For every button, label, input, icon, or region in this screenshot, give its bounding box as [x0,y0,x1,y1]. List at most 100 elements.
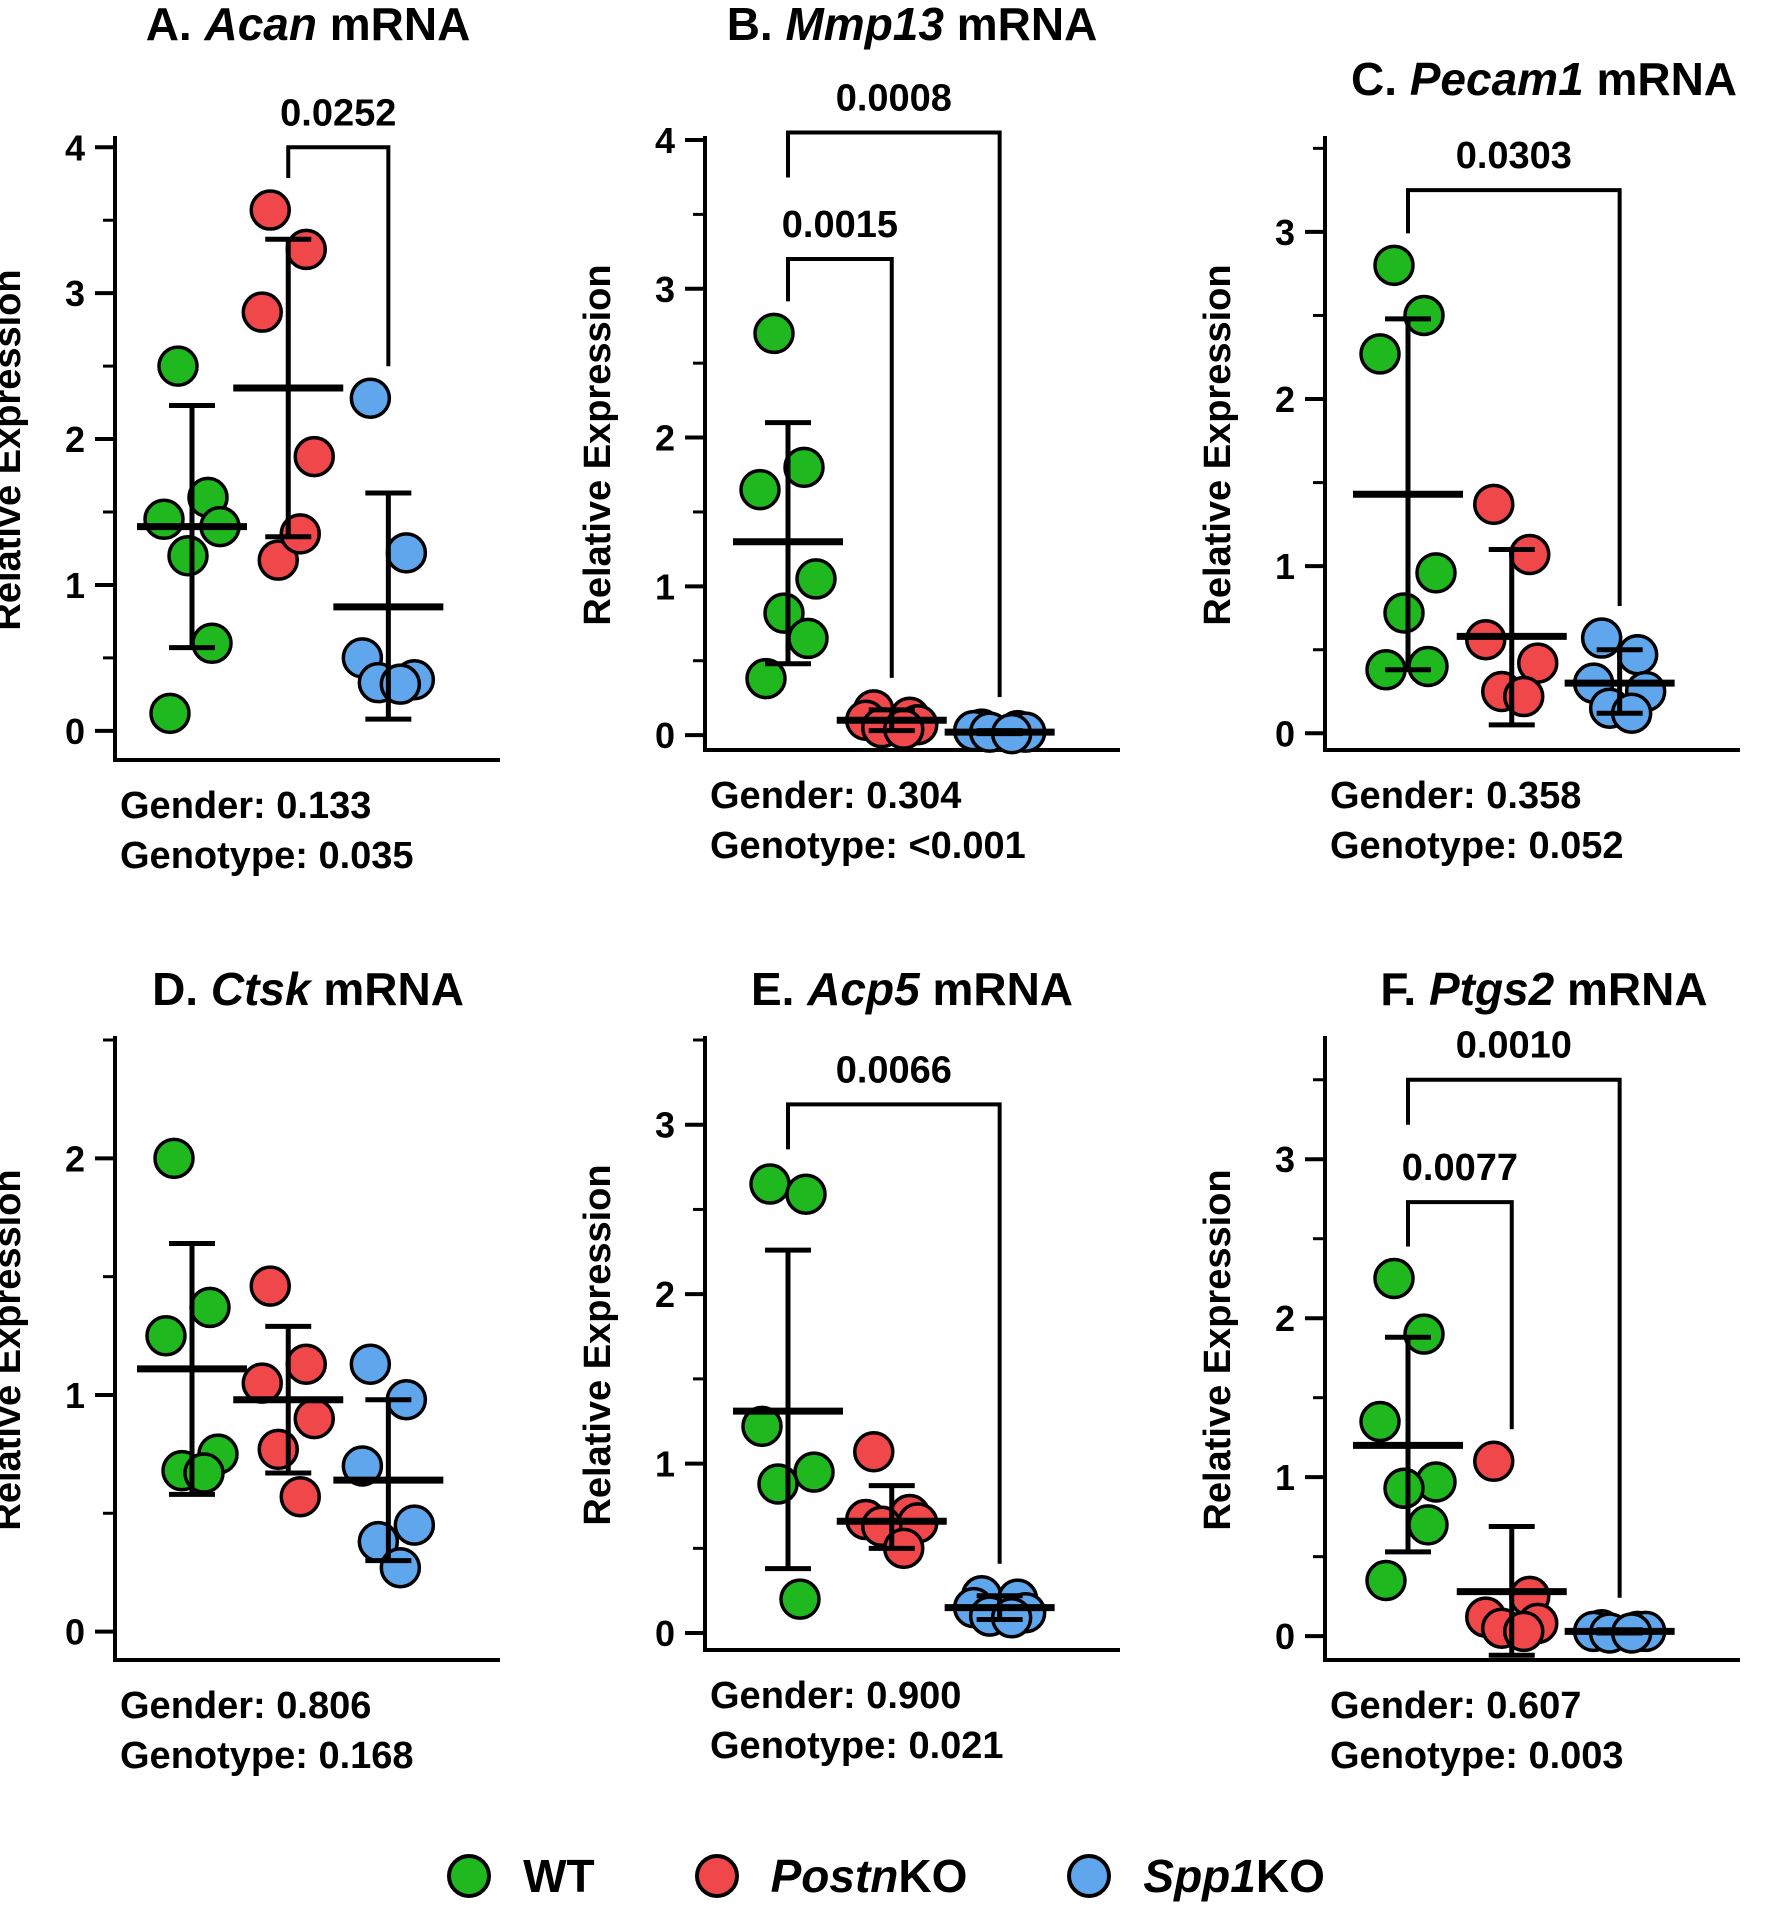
stat-line: Gender: 0.806 [120,1685,371,1727]
stat-line: Genotype: 0.021 [710,1725,1004,1767]
significance-bracket [786,130,1002,698]
y-tick-label: 2 [655,418,675,459]
data-point-spp1ko [341,1445,384,1487]
y-tick-label: 4 [655,120,675,161]
y-tick-label: 3 [655,269,675,310]
panel-f: F. Ptgs2 mRNA 0 1 2 3 Relative Expression 0.00… [1197,963,1740,1777]
panel-title: D. Ctsk mRNA [152,963,464,1015]
data-point-wt [1415,552,1457,594]
title-suffix: mRNA [1554,963,1707,1015]
panel-a: A. Acan mRNA 0 1 2 3 4 Relative Expression 0.02… [0,0,500,877]
significance-label: 0.0303 [1456,135,1572,177]
title-suffix: mRNA [944,0,1097,50]
data-point-postnko [257,539,299,581]
y-tick-label: 2 [1275,379,1295,420]
stat-line: Genotype: <0.001 [710,825,1026,867]
y-tick-label: 1 [655,1444,675,1485]
stat-line: Genotype: 0.035 [120,835,414,877]
y-tick-label: 0 [1275,713,1295,754]
y-tick-label: 0 [1275,1616,1295,1657]
data-point-wt [153,1137,195,1180]
title-suffix: mRNA [317,0,470,50]
data-point-postnko [853,1431,895,1473]
y-tick-label: 3 [65,273,85,314]
stat-line: Gender: 0.358 [1330,775,1581,817]
data-point-postnko [279,1475,321,1518]
data-point-wt [1403,294,1445,337]
data-point-wt [157,345,199,387]
data-point-postnko [241,291,283,333]
data-point-spp1ko [385,532,428,574]
data-point-postnko [1473,483,1515,526]
title-suffix: mRNA [920,963,1073,1015]
title-gene: Acan [203,0,316,50]
title-prefix: C. [1351,53,1410,105]
significance-label: 0.0252 [280,92,396,134]
data-point-wt [753,312,795,355]
panel-title: A. Acan mRNA [146,0,471,50]
data-point-wt [757,1463,799,1505]
y-axis-label: Relative Expression [577,264,619,625]
data-point-wt [745,657,787,700]
y-axis-label: Relative Expression [1197,264,1239,625]
data-point-spp1ko [349,377,392,419]
data-point-wt [741,1405,783,1448]
data-point-wt [1407,645,1449,688]
data-point-postnko [293,435,335,478]
y-tick-label: 0 [655,715,675,756]
legend-label-postnko: PostnKO [770,1850,968,1902]
data-point-wt [793,1451,835,1493]
significance-bracket [1406,1200,1514,1430]
data-point-spp1ko [1616,633,1659,676]
data-point-postnko [285,1343,327,1385]
panel-title: C. Pecam1 mRNA [1351,53,1737,105]
significance-bracket [786,1102,1002,1564]
title-prefix: E. [751,963,807,1015]
panel-c: C. Pecam1 mRNA 0 1 2 3 Relative Expression 0.0… [1197,53,1740,867]
data-point-wt [1373,244,1415,287]
legend-marker-spp1ko [1067,1854,1112,1898]
y-axis-label: Relative Expression [0,1169,29,1530]
panel-title: F. Ptgs2 mRNA [1380,963,1707,1015]
data-point-postnko [1473,1440,1515,1483]
data-point-wt [779,1578,821,1620]
data-point-wt [149,692,191,735]
significance-label: 0.0008 [836,78,952,120]
data-point-wt [143,498,185,541]
y-tick-label: 1 [1275,546,1295,587]
data-point-wt [1383,592,1425,634]
y-axis-label: Relative Expression [577,1164,619,1525]
panel-title: E. Acp5 mRNA [751,963,1073,1015]
title-gene: Ptgs2 [1429,963,1555,1015]
stat-line: Genotype: 0.003 [1330,1735,1624,1777]
data-point-wt [763,592,805,634]
data-point-wt [1407,1504,1449,1546]
stat-line: Gender: 0.607 [1330,1685,1581,1727]
data-point-wt [785,1173,827,1215]
title-prefix: B. [727,0,786,50]
data-point-wt [1359,1400,1401,1443]
y-tick-label: 1 [655,566,675,607]
data-point-postnko [257,1428,299,1471]
y-axis-label: Relative Expression [0,269,29,630]
y-tick-label: 3 [1275,212,1295,253]
title-prefix: A. [146,0,205,50]
data-point-wt [739,468,781,511]
legend-item-spp1ko: Spp1KO [1067,1849,1325,1903]
data-point-wt [749,1163,791,1205]
significance-label: 0.0066 [836,1049,952,1091]
significance-bracket [286,145,391,367]
stat-line: Genotype: 0.052 [1330,825,1624,867]
stat-line: Genotype: 0.168 [120,1735,414,1777]
legend-item-wt: WT [447,1849,595,1903]
data-point-wt [1365,1559,1407,1602]
data-point-postnko [293,1397,335,1440]
legend-label-wt: WT [523,1850,595,1902]
legend-marker-wt [447,1854,492,1898]
significance-bracket [1406,1077,1622,1598]
data-point-wt [795,558,837,600]
data-point-wt [1383,1467,1425,1510]
data-point-postnko [249,189,291,231]
stat-line: Gender: 0.304 [710,775,961,817]
panel-e: E. Acp5 mRNA 0 1 2 3 Relative Expression 0.006… [577,963,1120,1767]
